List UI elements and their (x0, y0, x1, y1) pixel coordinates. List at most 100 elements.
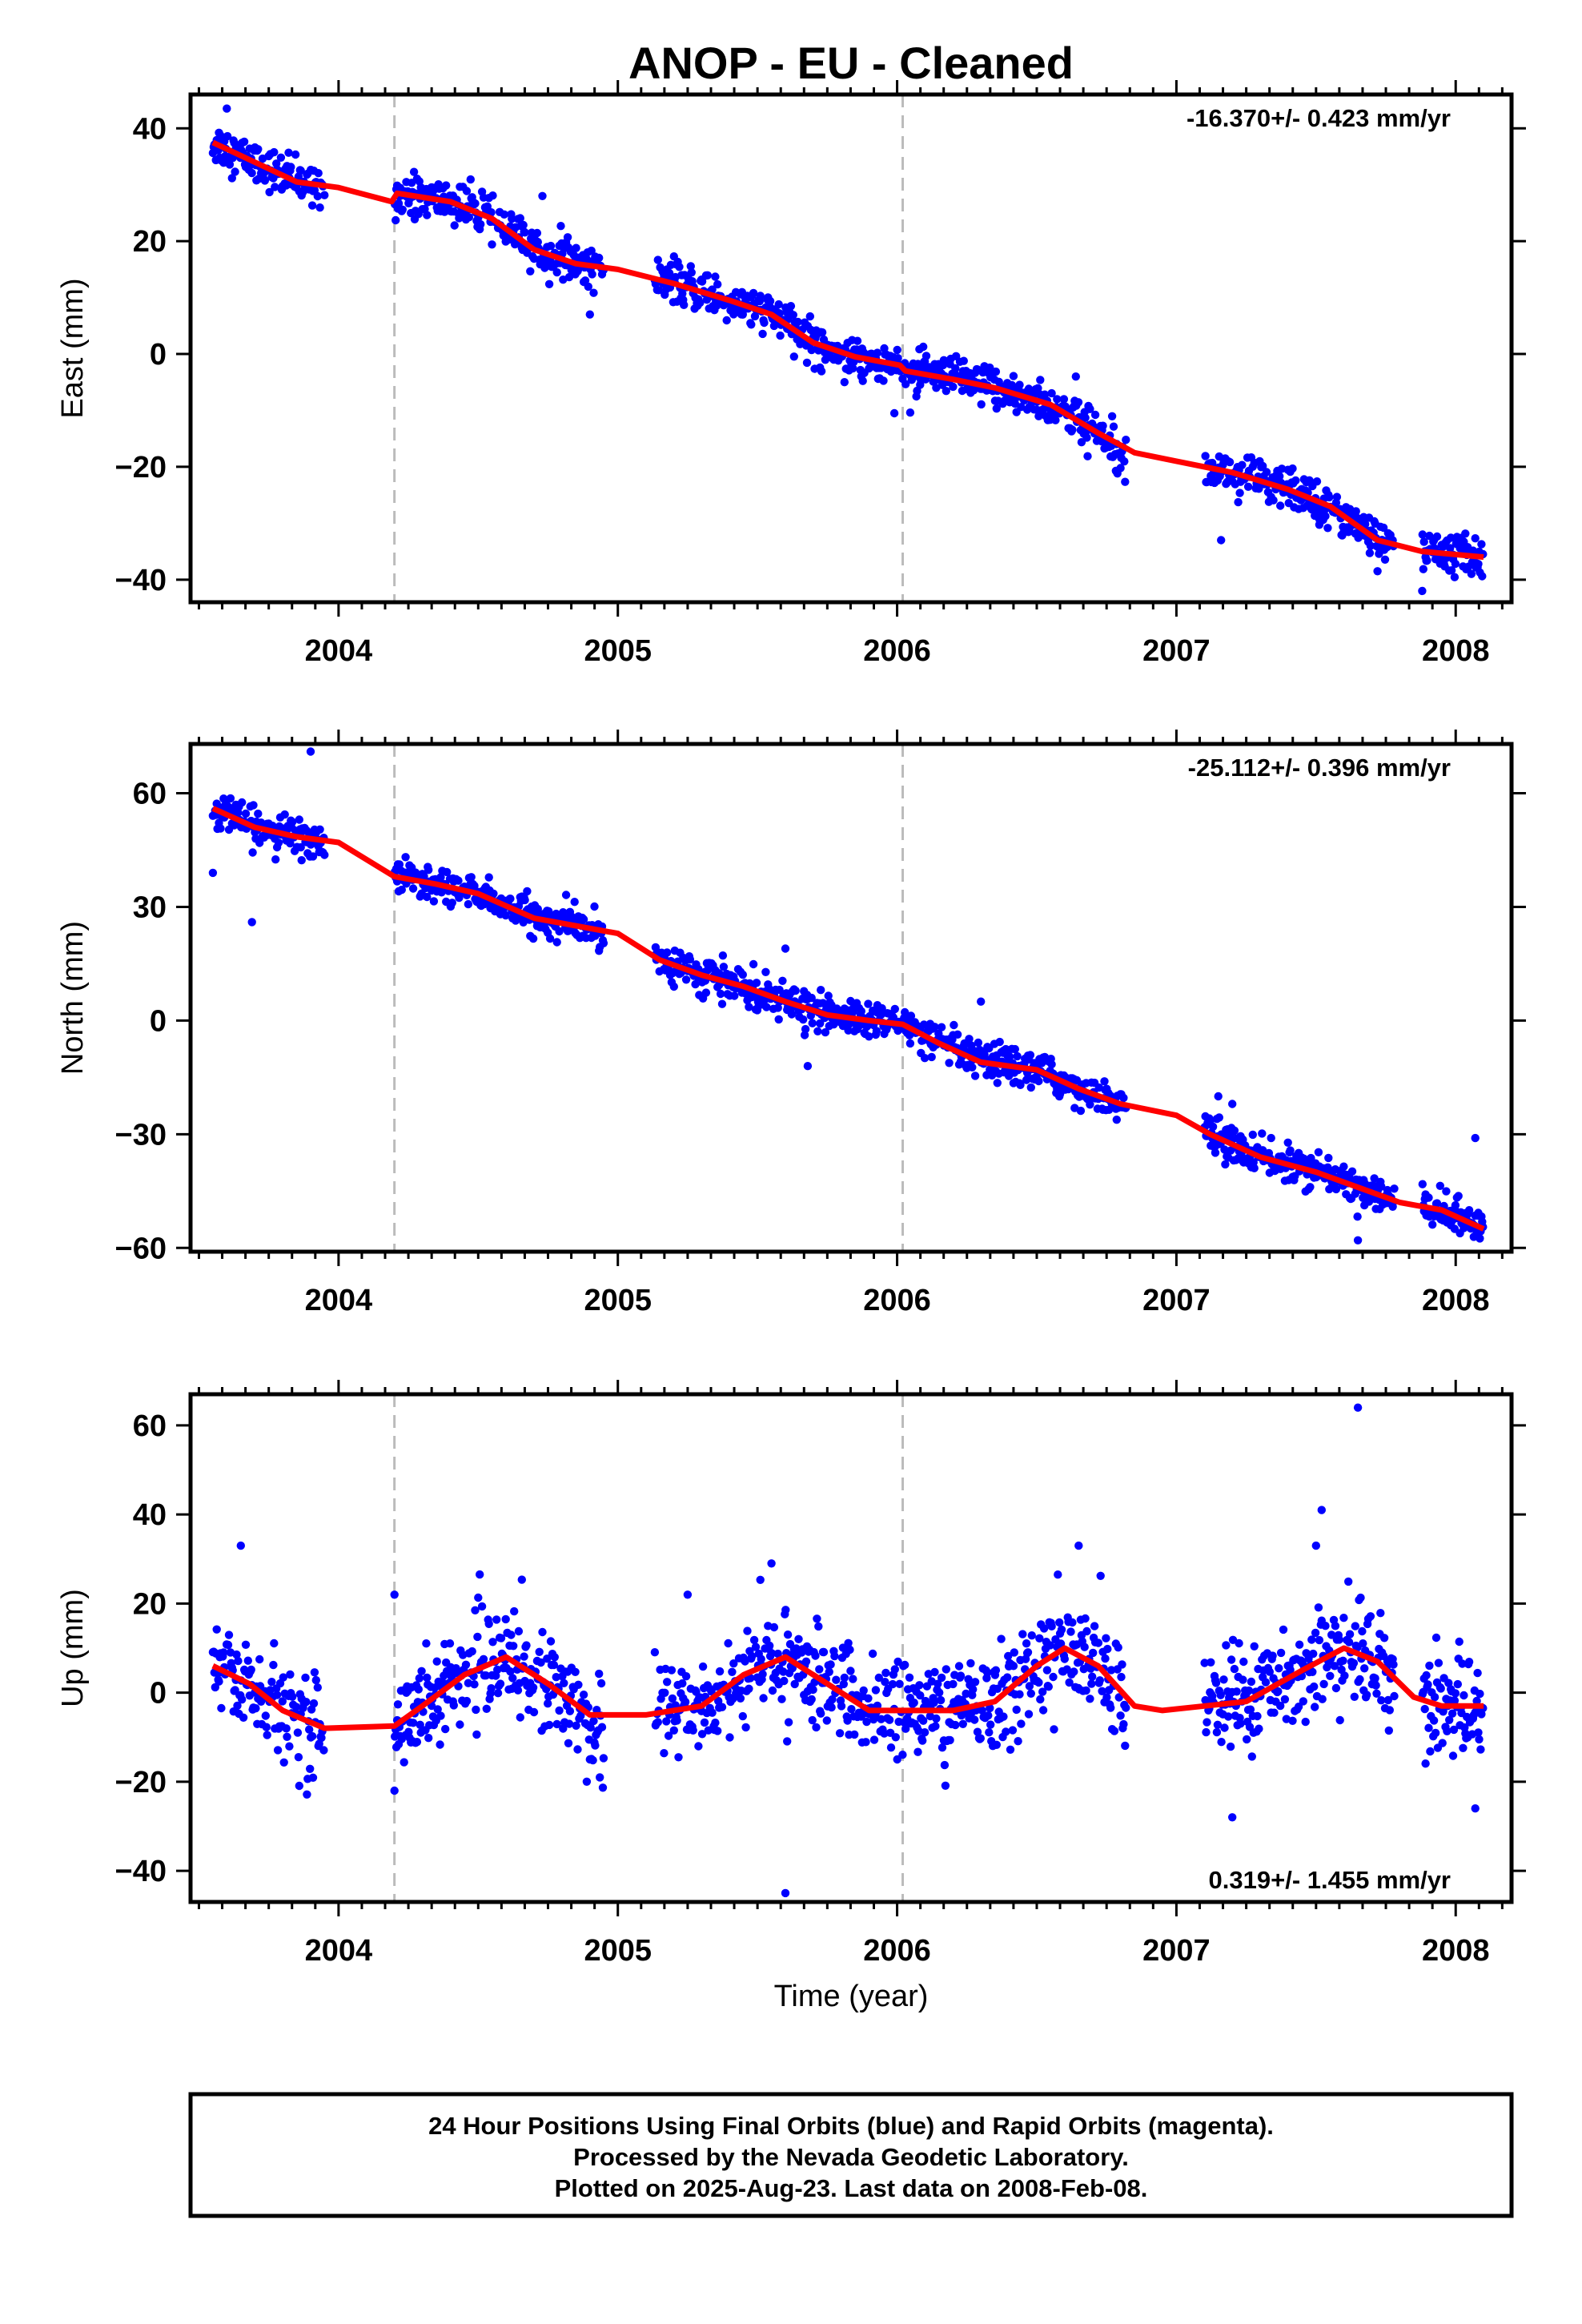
position-point (522, 1641, 531, 1650)
position-point (276, 153, 286, 162)
position-point (288, 1692, 297, 1701)
position-point (1478, 572, 1487, 581)
position-point (893, 354, 902, 363)
y-tick-label: 40 (133, 112, 167, 146)
position-point (1217, 536, 1226, 545)
position-point (500, 210, 508, 219)
position-point (1012, 1705, 1021, 1715)
position-point (570, 898, 579, 907)
position-point (238, 798, 247, 807)
position-point (1002, 1727, 1010, 1736)
position-point (1035, 1634, 1044, 1642)
position-point (992, 1740, 1002, 1749)
position-point (1451, 1200, 1460, 1210)
position-point (885, 1715, 894, 1724)
position-point (845, 1645, 854, 1655)
position-point (1036, 1695, 1045, 1704)
position-point (291, 150, 300, 159)
position-point (1444, 1679, 1453, 1687)
position-point (1056, 1639, 1066, 1648)
y-tick-label: −40 (115, 1855, 167, 1888)
position-point (927, 1052, 936, 1062)
position-point (417, 1667, 426, 1675)
position-point (1330, 1662, 1339, 1671)
position-point (1055, 1618, 1064, 1627)
position-point (585, 310, 594, 319)
position-point (843, 1716, 852, 1725)
position-point (689, 1726, 697, 1735)
position-point (995, 1037, 1004, 1047)
position-point (665, 268, 674, 278)
position-point (862, 1717, 871, 1727)
position-point (1426, 1747, 1435, 1756)
position-point (881, 1678, 889, 1687)
position-point (686, 262, 695, 271)
position-point (556, 222, 565, 231)
position-point (1261, 1678, 1271, 1687)
position-point (719, 963, 729, 971)
position-point (249, 801, 258, 810)
position-point (1239, 1657, 1248, 1667)
position-point (1060, 1655, 1070, 1663)
position-point (1350, 1692, 1359, 1701)
position-point (564, 1719, 574, 1728)
position-point (880, 1729, 889, 1738)
position-point (599, 939, 608, 948)
fit-line (211, 1645, 1484, 1731)
position-point (1429, 1716, 1439, 1725)
position-point (1450, 573, 1460, 581)
position-point (1098, 421, 1107, 430)
position-point (397, 885, 406, 895)
position-point (906, 1011, 916, 1020)
position-point (1339, 1656, 1347, 1665)
position-point (1424, 1723, 1433, 1732)
position-point (1071, 372, 1081, 381)
position-point (1471, 1804, 1480, 1813)
position-point (905, 1673, 914, 1682)
position-point (1275, 1664, 1283, 1673)
position-point (1331, 1622, 1340, 1630)
position-point (1267, 1133, 1275, 1143)
position-point (1474, 560, 1483, 569)
position-point (1431, 1633, 1441, 1642)
position-point (945, 1059, 954, 1068)
position-point (1088, 1672, 1097, 1681)
position-point (474, 1593, 483, 1602)
position-point (302, 1698, 311, 1707)
position-point (1036, 376, 1045, 384)
y-tick-label: 30 (133, 891, 167, 924)
position-point (449, 1701, 458, 1710)
position-point (793, 317, 802, 327)
position-point (282, 1724, 291, 1733)
position-point (552, 938, 561, 947)
position-point (1025, 1682, 1034, 1691)
position-point (1013, 1051, 1022, 1061)
position-point (466, 175, 475, 184)
position-point (506, 895, 515, 903)
position-point (1046, 1641, 1054, 1650)
position-point (864, 999, 873, 1008)
position-point (390, 1786, 399, 1795)
position-point (267, 1678, 276, 1687)
position-point (543, 1655, 552, 1663)
y-tick-label: 0 (150, 1004, 167, 1038)
position-point (552, 267, 561, 277)
position-point (473, 1632, 482, 1642)
position-point (1086, 404, 1094, 413)
position-point (480, 899, 489, 909)
position-point (849, 364, 857, 373)
y-tick-label: 60 (133, 778, 167, 811)
position-point (942, 387, 951, 396)
position-point (886, 1743, 896, 1752)
position-point (1002, 1044, 1010, 1054)
position-point (832, 1675, 841, 1684)
position-point (1453, 1679, 1463, 1689)
position-point (815, 1665, 824, 1674)
position-point (1422, 1671, 1431, 1680)
position-point (243, 1656, 252, 1665)
position-point (590, 902, 599, 911)
position-point (873, 348, 882, 357)
position-point (416, 1720, 424, 1729)
position-point (1459, 1743, 1468, 1752)
position-point (844, 1026, 853, 1035)
